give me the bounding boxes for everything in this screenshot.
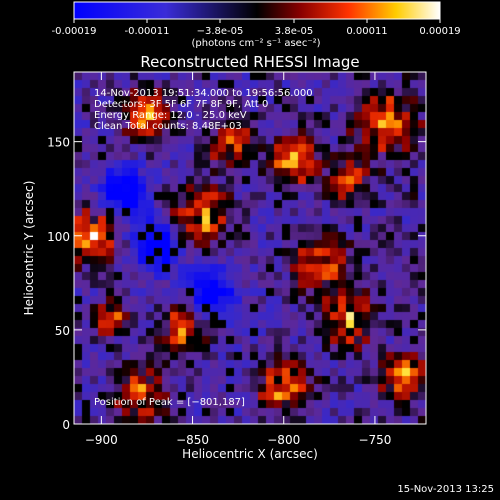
x-tick-label: −900: [85, 433, 118, 447]
y-axis-label: Heliocentric Y (arcsec): [22, 180, 36, 316]
footer-timestamp: 15-Nov-2013 13:25: [397, 484, 494, 495]
x-axis-label: Heliocentric X (arcsec): [182, 447, 318, 461]
colorbar-tick-label: 3.8e-05: [274, 26, 314, 37]
x-tick-label: −850: [176, 433, 209, 447]
chart-title: Reconstructed RHESSI Image: [140, 53, 360, 71]
info-line-time: 14-Nov-2013 19:51:34.000 to 19:56:56.000: [94, 88, 313, 99]
y-tick-label: 150: [47, 136, 70, 150]
x-tick-label: −800: [267, 433, 300, 447]
colorbar-ticks: [73, 19, 441, 23]
colorbar-tick-label: 0.00019: [419, 26, 461, 37]
info-line-clean: Clean Total counts: 8.48E+03: [94, 121, 242, 132]
y-tick-label: 0: [62, 418, 70, 432]
colorbar-tick-label: 0.00011: [346, 26, 388, 37]
colorbar-tick-label: -0.00019: [51, 26, 97, 37]
colorbar-gradient: [73, 1, 441, 20]
x-tick-label: −750: [358, 433, 391, 447]
info-line-energy: Energy Range: 12.0 - 25.0 keV: [94, 110, 247, 121]
peak-position-label: Position of Peak = [−801,187]: [94, 397, 245, 408]
colorbar-tick-label: -0.00011: [124, 26, 170, 37]
colorbar-tick-label: −3.8e-05: [196, 26, 244, 37]
info-line-detectors: Detectors: 3F 5F 6F 7F 8F 9F, Att 0: [94, 99, 269, 110]
colorbar-unit-label: (photons cm⁻² s⁻¹ asec⁻²): [191, 38, 321, 49]
y-tick-label: 50: [55, 324, 70, 338]
colorbar: [73, 1, 441, 23]
y-tick-label: 100: [47, 230, 70, 244]
